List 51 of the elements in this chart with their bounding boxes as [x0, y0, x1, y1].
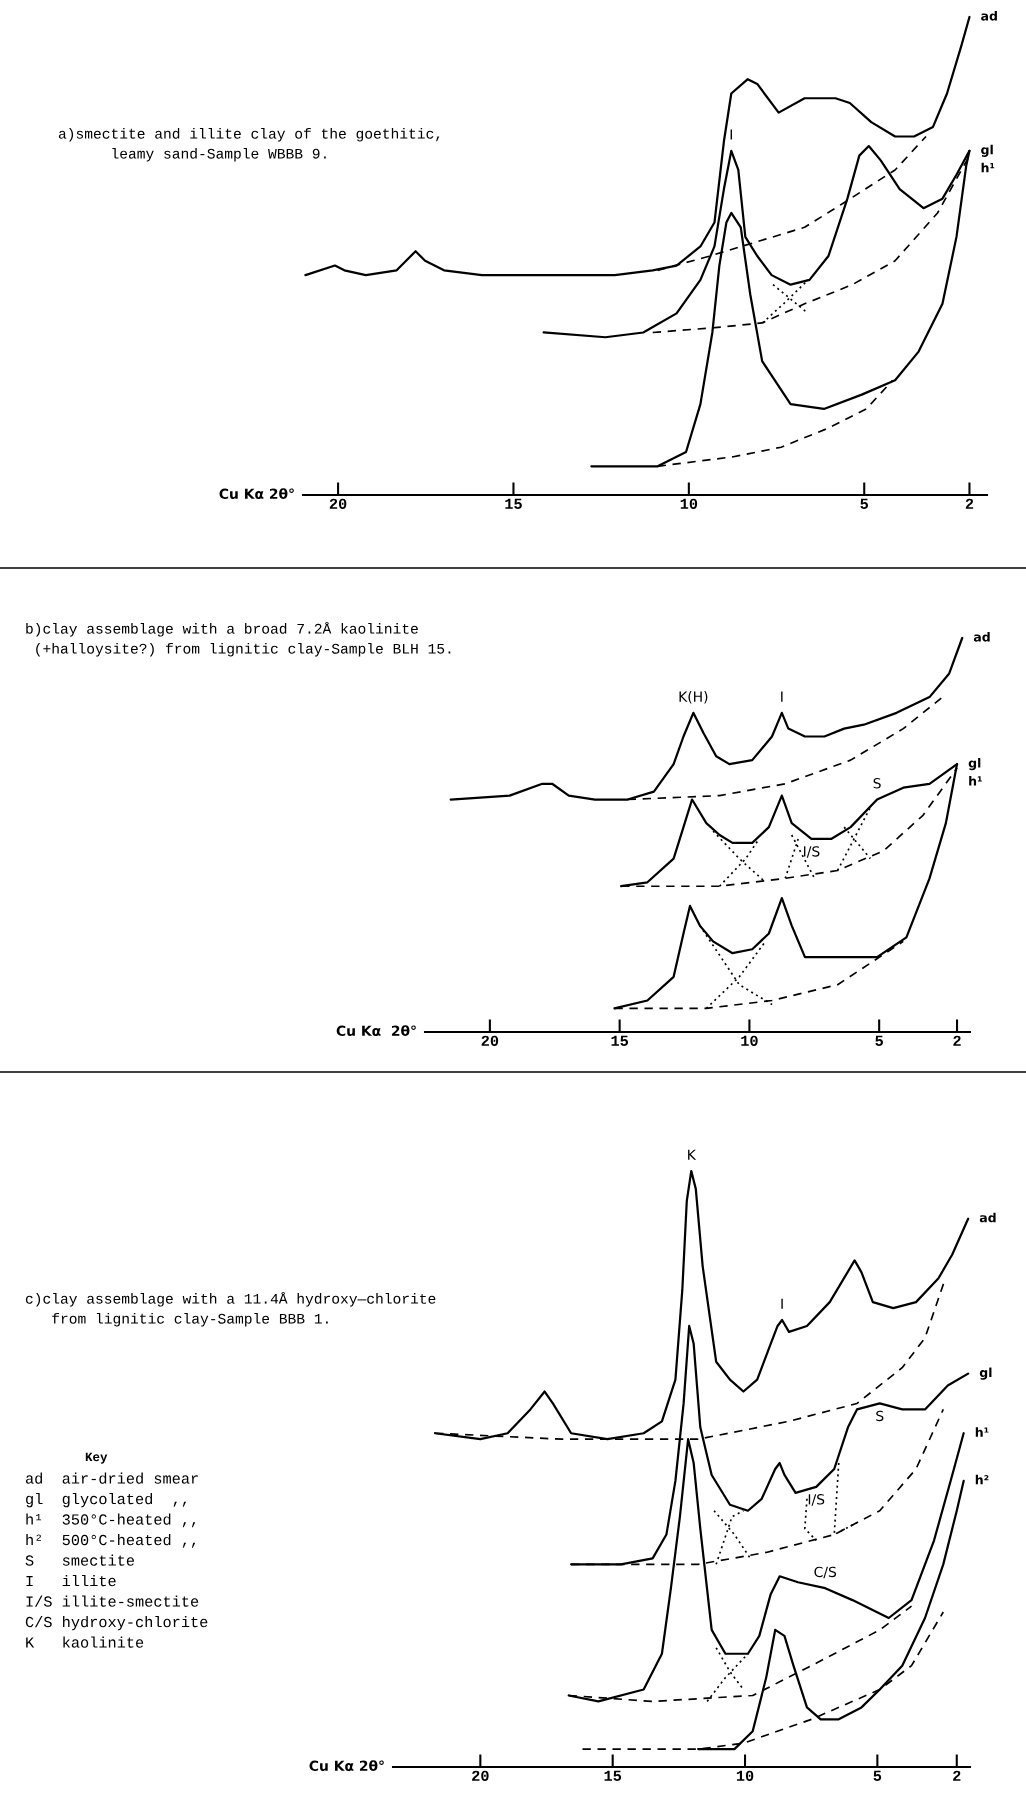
text: c)clay assemblage with a 11.4Å hydroxy—chlorite from lignitic clay-Sample BBB 1. [25, 1292, 436, 1327]
text: b)clay assemblage with a broad 7.2Å kaolinite (+halloysite?) from lignitic clay-Sample BLH 15. [26, 622, 451, 657]
annotation: S [876, 1410, 884, 1422]
series-label: gl [979, 1367, 992, 1380]
text: I/S illite-smectite [26, 1595, 199, 1607]
series-label: gl [968, 757, 981, 771]
annotation: I [781, 1298, 783, 1309]
text: K kaolinite [26, 1636, 144, 1648]
x-tick-label: 10 [680, 498, 698, 509]
series-label: h² [975, 1474, 989, 1485]
series-label: h¹ [969, 776, 982, 786]
x-tick-label: 15 [611, 1035, 629, 1046]
x-axis-title: Cu Kα 2θ° [336, 1025, 416, 1037]
annotation: S [873, 778, 881, 789]
series-label: ad [973, 631, 990, 642]
annotation: I [781, 691, 783, 702]
annotation: I/S [808, 1494, 825, 1506]
x-tick-label: 10 [741, 1035, 758, 1046]
x-tick-label: 5 [860, 498, 869, 509]
x-tick-label: 20 [481, 1035, 499, 1046]
series-label: h¹ [981, 162, 995, 173]
series-label: gl [981, 144, 993, 157]
text: Key [85, 1452, 108, 1464]
x-tick-label: 20 [472, 1770, 489, 1781]
text: a)smectite and illite clay of the goethitic, leamy sand-Sample WBBB 9. [58, 128, 440, 162]
x-tick-label: 5 [875, 1035, 883, 1046]
x-tick-label: 15 [505, 498, 522, 509]
series-label: ad [979, 1212, 996, 1223]
annotation: I/S [804, 846, 820, 858]
annotation: K(H) [679, 691, 708, 704]
text: h² 500°C-heated ,, [26, 1534, 196, 1548]
x-tick-label: 10 [736, 1770, 754, 1781]
text: h¹ 350°C-heated ,, [26, 1513, 196, 1528]
x-tick-label: 15 [604, 1770, 622, 1781]
series-label: ad [981, 10, 997, 21]
x-tick-label: 20 [329, 498, 347, 509]
x-tick-label: 2 [953, 1035, 961, 1046]
text: C/S hydroxy-chlorite [25, 1616, 208, 1631]
text: ad air-dried smear [25, 1472, 198, 1484]
x-tick-label: 2 [965, 498, 974, 509]
annotation: C/S [814, 1566, 837, 1579]
x-axis-title: Cu Kα 2θ° [219, 488, 294, 500]
annotation: I [730, 129, 732, 140]
annotation: K [688, 1149, 697, 1160]
text: S smectite [25, 1554, 135, 1566]
text: gl glycolated ,, [26, 1493, 187, 1508]
x-axis-title: Cu Kα 2θ° [309, 1760, 384, 1772]
text: I illite [26, 1575, 116, 1587]
x-tick-label: 5 [873, 1770, 882, 1781]
series-label: h¹ [975, 1427, 989, 1437]
x-tick-label: 2 [953, 1770, 961, 1781]
